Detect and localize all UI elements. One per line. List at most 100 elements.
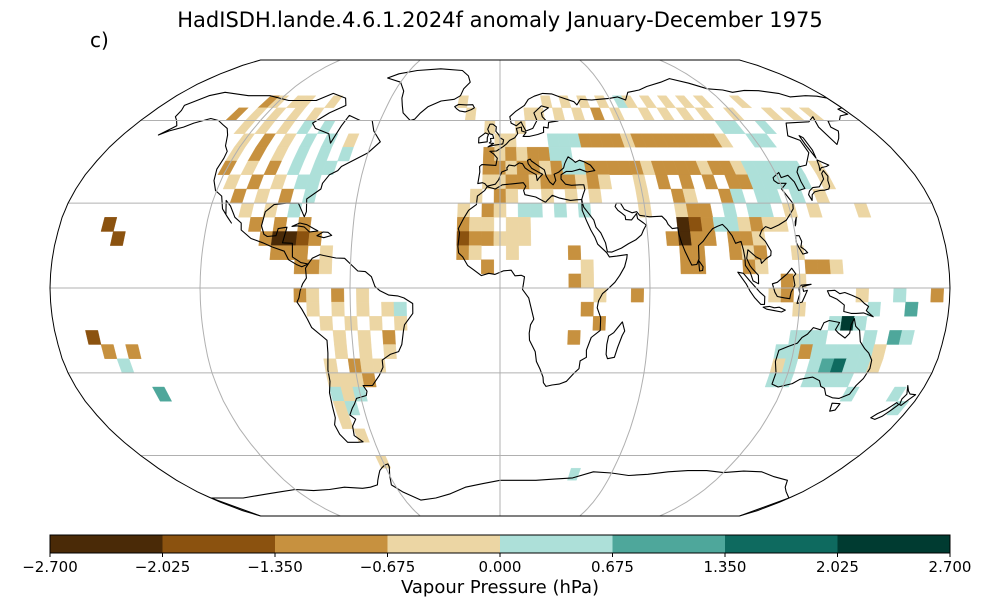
anomaly-cell (593, 95, 610, 108)
anomaly-cell (272, 217, 288, 232)
anomaly-cell (690, 231, 705, 246)
anomaly-cell (630, 287, 645, 303)
colorbar-tick-label: 2.025 (816, 558, 859, 576)
anomaly-cell (356, 301, 370, 317)
anomaly-cell (567, 468, 581, 481)
anomaly-cell (357, 330, 372, 345)
anomaly-cell (580, 301, 594, 317)
map-title: HadISDH.lande.4.6.1.2024f anomaly Januar… (177, 8, 823, 32)
anomaly-cell (753, 245, 768, 260)
anomaly-cell (754, 120, 778, 134)
coastline (291, 222, 319, 233)
anomaly-cell (264, 107, 287, 121)
coastline (816, 159, 830, 172)
anomaly-cell (318, 259, 333, 275)
anomaly-cell (319, 316, 334, 331)
anomaly-cell (482, 160, 495, 175)
anomaly-cell (656, 95, 677, 108)
anomaly-cell (269, 174, 288, 190)
anomaly-cell (238, 203, 255, 218)
anomaly-cell (692, 95, 715, 108)
colorbar-tick-label: −0.675 (359, 558, 416, 576)
colorbar-swatch (387, 535, 501, 553)
anomaly-cell (597, 174, 613, 190)
anomaly-cell (296, 120, 316, 134)
anomaly-cell (516, 147, 529, 162)
anomaly-cell (506, 245, 519, 260)
anomaly-cell (314, 147, 333, 162)
anomaly-cell (481, 203, 495, 218)
anomaly-cell (244, 107, 268, 121)
coastline (796, 283, 812, 305)
anomaly-cell (680, 259, 694, 275)
anomaly-cell (332, 330, 347, 345)
anomaly-cell (540, 95, 553, 108)
colorbar-swatch (50, 535, 163, 553)
colorbar-swatch (162, 535, 276, 553)
anomaly-cell (481, 231, 495, 246)
coastline (296, 254, 414, 443)
anomaly-cell (457, 95, 469, 108)
anomaly-cell (728, 245, 743, 260)
anomaly-cell (688, 217, 703, 232)
anomaly-cell (469, 217, 483, 232)
anomaly-cell (564, 188, 579, 204)
coastline (762, 305, 786, 313)
coastline (737, 271, 766, 305)
anomaly-cell (805, 203, 823, 218)
anomaly-cell (853, 203, 872, 218)
anomaly-cell (567, 330, 581, 345)
anomaly-cell (263, 160, 282, 175)
anomaly-cell (780, 273, 795, 289)
anomaly-cell (342, 133, 360, 148)
anomaly-cell (588, 188, 603, 204)
anomaly-cell (553, 203, 568, 218)
anomaly-cell (356, 287, 370, 303)
anomaly-cell (697, 203, 714, 218)
colorbar-tick-label: 0.675 (591, 558, 634, 576)
anomaly-cell (580, 259, 594, 275)
colorbar-swatch (275, 535, 388, 553)
anomaly-cell (526, 147, 540, 162)
anomaly-cell (306, 287, 320, 303)
anomaly-cell (504, 133, 517, 148)
anomaly-cell (701, 174, 719, 190)
anomaly-cell (655, 174, 672, 190)
colorbar-swatch (500, 535, 613, 553)
anomaly-cell (817, 259, 832, 275)
anomaly-cell (248, 217, 264, 232)
coastline (210, 463, 790, 516)
globe-outline (49, 59, 951, 517)
anomaly-cell (760, 107, 786, 121)
anomaly-cell (468, 231, 482, 246)
anomaly-cell (779, 107, 806, 121)
anomaly-cell (381, 301, 395, 317)
anomaly-cell (886, 401, 910, 416)
colorbar-label: Vapour Pressure (hPa) (400, 577, 600, 598)
anomaly-cell (812, 188, 831, 204)
anomaly-cell (270, 231, 286, 246)
anomaly-cell (712, 217, 728, 232)
anomaly-cell (885, 386, 907, 402)
anomaly-cell (726, 231, 742, 246)
anomaly-cell (930, 287, 945, 303)
coastline (487, 123, 505, 148)
anomaly-cell (247, 147, 268, 162)
anomaly-cell (675, 107, 696, 121)
colorbar (49, 534, 951, 557)
anomaly-cell (246, 174, 265, 190)
anomaly-cell (505, 147, 518, 162)
colorbar-swatch (612, 535, 726, 553)
anomaly-cell (517, 174, 530, 190)
anomaly-cell (298, 133, 318, 148)
anomaly-cell (294, 245, 309, 260)
anomaly-cell (269, 245, 284, 260)
anomaly-cell (292, 147, 311, 162)
colorbar-tick-label: −1.350 (247, 558, 303, 576)
coastline (316, 231, 333, 239)
anomaly-cell (100, 217, 118, 232)
anomaly-cell (393, 301, 407, 317)
anomaly-cell (694, 107, 716, 121)
coastline (794, 216, 797, 227)
anomaly-cell (904, 301, 919, 317)
